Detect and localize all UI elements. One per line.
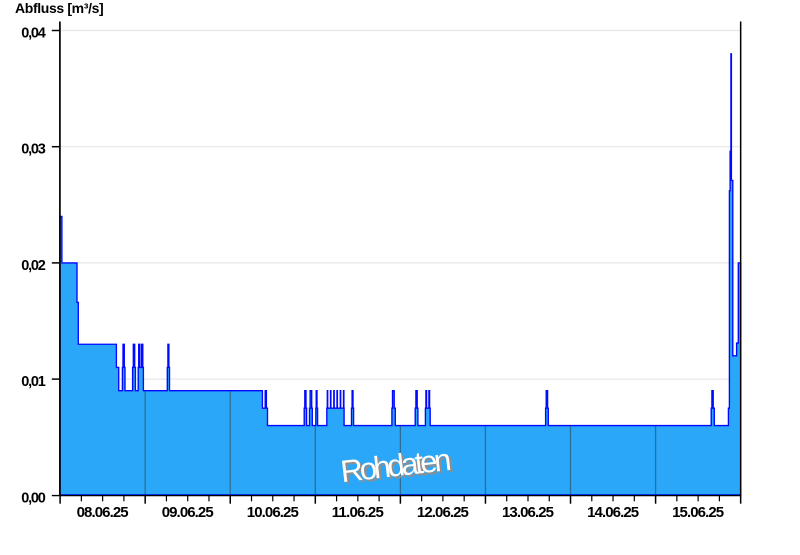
- svg-text:15.06.25: 15.06.25: [672, 504, 724, 521]
- svg-text:08.06.25: 08.06.25: [77, 504, 129, 521]
- svg-text:0,00: 0,00: [21, 490, 46, 506]
- svg-text:0,01: 0,01: [21, 374, 46, 390]
- svg-text:12.06.25: 12.06.25: [417, 504, 469, 521]
- svg-text:10.06.25: 10.06.25: [247, 504, 299, 521]
- svg-text:0,02: 0,02: [21, 258, 46, 274]
- svg-text:13.06.25: 13.06.25: [502, 504, 554, 521]
- svg-text:14.06.25: 14.06.25: [587, 504, 639, 521]
- svg-text:11.06.25: 11.06.25: [332, 504, 384, 521]
- svg-text:0,03: 0,03: [21, 142, 46, 158]
- svg-text:09.06.25: 09.06.25: [162, 504, 214, 521]
- svg-text:0,04: 0,04: [21, 26, 46, 42]
- svg-text:Abfluss [m³/s]: Abfluss [m³/s]: [15, 0, 104, 16]
